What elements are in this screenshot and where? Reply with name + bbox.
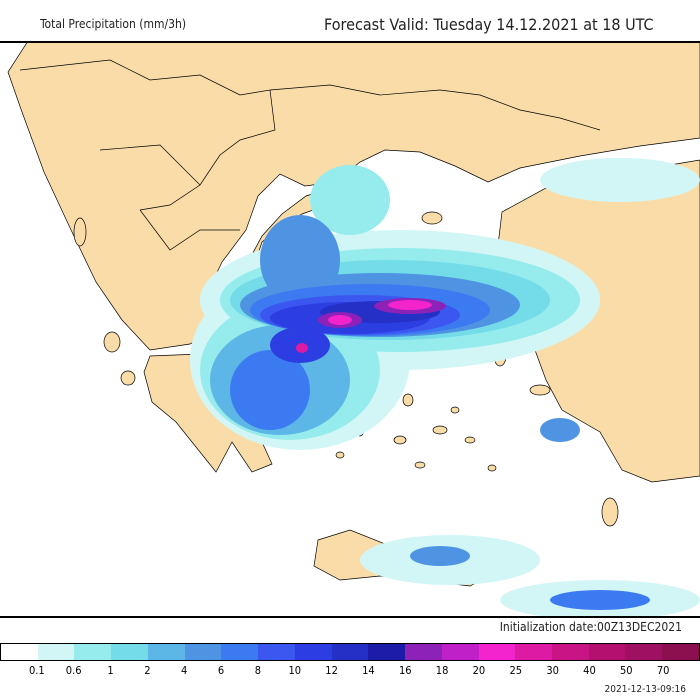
rhodes [601,497,619,527]
legend-label: 12 [325,664,338,677]
legend-swatch [405,644,442,660]
legend-swatch [478,644,516,660]
legend-label: 8 [254,664,262,677]
samos [529,384,551,396]
legend-swatch [147,644,185,660]
legend-label: 0.1 [28,664,45,677]
legend-swatch [258,644,295,660]
precipitation-map [0,40,700,620]
legend-swatch [368,644,406,660]
color-scale-labels: 0.1 0.6 1 2 4 6 8 10 12 14 16 18 20 25 30 40 50 70 [0,664,700,680]
legend-label: 20 [472,664,486,677]
legend-swatch [74,644,112,660]
thasos [421,211,443,225]
legend-swatch [221,644,259,660]
generation-timestamp: 2021-12-13-09:16 [604,684,686,695]
corfu [73,217,87,247]
map-title: Total Precipitation (mm/3h) [40,17,187,31]
legend-label: 4 [181,664,188,677]
legend-swatch [441,644,479,660]
legend-swatch [37,644,75,660]
legend-label: 40 [583,664,596,677]
country-borders [19,59,601,251]
legend-swatch [1,644,38,660]
zakynthos [120,370,136,386]
legend-swatch [331,644,369,660]
legend-label: 14 [362,664,375,677]
legend-swatch [552,644,589,660]
kefalonia [103,331,121,353]
legend-label: 0.6 [65,664,82,677]
legend-label: 1 [107,664,114,677]
legend-label: 18 [435,664,449,677]
legend-label: 10 [288,664,302,677]
precipitation-field [190,158,700,620]
map-canvas [7,40,700,620]
forecast-valid-time: Forecast Valid: Tuesday 14.12.2021 at 18… [324,15,654,34]
legend-label: 25 [509,664,523,677]
legend-swatch [625,644,663,660]
legend-swatch [184,644,222,660]
legend-label: 6 [217,664,225,677]
legend-label: 30 [546,664,559,677]
color-scale-legend [0,643,700,661]
legend-label: 2 [144,664,151,677]
legend-swatch [588,644,626,660]
legend-swatch [515,644,553,660]
initialization-date: Initialization date:00Z13DEC2021 [499,620,682,634]
legend-label: 50 [620,664,633,677]
legend-swatch [662,644,699,660]
legend-label: 16 [398,664,412,677]
legend-swatch [111,644,148,660]
legend-label: 70 [656,664,670,677]
legend-swatch [294,644,332,660]
